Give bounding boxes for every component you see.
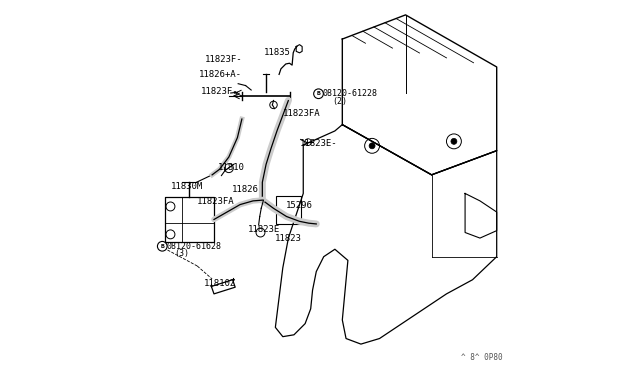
- Circle shape: [369, 143, 375, 149]
- Text: 11810: 11810: [218, 163, 244, 172]
- Text: (3): (3): [174, 249, 189, 258]
- Text: ^ 8^ 0P80: ^ 8^ 0P80: [461, 353, 503, 362]
- Text: 11823E: 11823E: [248, 225, 280, 234]
- Text: 11826+A-: 11826+A-: [199, 70, 242, 79]
- Text: 11823F-: 11823F-: [201, 87, 239, 96]
- Text: (2): (2): [332, 97, 347, 106]
- Text: B: B: [161, 244, 164, 249]
- Text: 11830M: 11830M: [170, 182, 203, 191]
- Circle shape: [451, 138, 457, 144]
- Text: 11823: 11823: [275, 234, 301, 243]
- Text: 11823E-: 11823E-: [300, 139, 337, 148]
- Text: 15296: 15296: [286, 201, 313, 210]
- Text: 11823FA: 11823FA: [283, 109, 321, 118]
- FancyBboxPatch shape: [276, 196, 301, 224]
- Text: B: B: [317, 91, 321, 96]
- Text: 11823F-: 11823F-: [205, 55, 243, 64]
- Text: 08120-61628: 08120-61628: [167, 242, 221, 251]
- Text: 11823FA: 11823FA: [197, 197, 235, 206]
- Text: 11835: 11835: [264, 48, 291, 57]
- Text: 11810Z: 11810Z: [204, 279, 236, 288]
- Text: 08120-61228: 08120-61228: [323, 89, 378, 98]
- Text: 11826: 11826: [232, 185, 259, 194]
